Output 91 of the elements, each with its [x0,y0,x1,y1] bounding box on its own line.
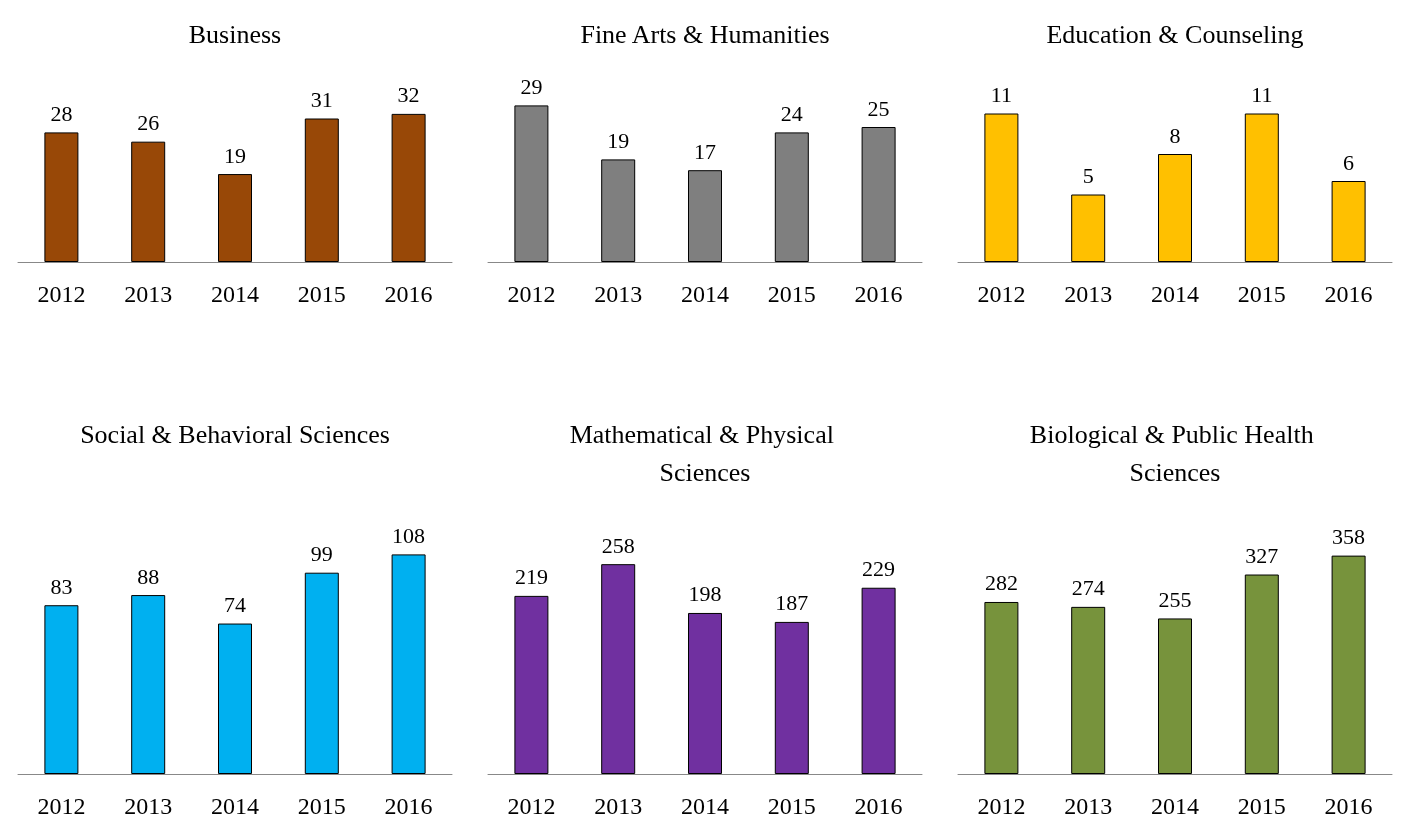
x-tick-label: 2015 [1237,281,1286,307]
x-tick-label: 2012 [977,793,1026,819]
x-tick-label: 2013 [594,281,643,307]
bar [688,612,722,774]
x-tick-label: 2016 [384,793,433,819]
data-label: 19 [224,142,246,168]
data-label: 358 [1332,524,1366,550]
bar [1244,113,1279,262]
data-label: 327 [1245,543,1279,569]
x-tick-label: 2013 [124,793,173,819]
x-tick-label: 2016 [1324,281,1373,307]
bar [44,605,79,774]
bar [218,174,252,262]
bar [1331,555,1366,774]
x-tick-label: 2012 [977,281,1026,307]
data-label: 99 [310,541,333,567]
bar [984,601,1019,774]
data-label: 11 [1251,82,1273,107]
data-label: 26 [137,110,160,136]
data-label: 108 [392,522,426,548]
chart-title: Mathematical & Physical Sciences [569,419,841,487]
data-label: 219 [514,564,548,590]
x-tick-label: 2013 [1064,281,1113,307]
x-tick-label: 2013 [594,793,643,819]
bar [1071,606,1106,774]
chart-title: Fine Arts & Humanities [580,19,830,49]
bar [44,132,79,262]
bar [1071,194,1106,262]
x-tick-label: 2014 [1151,281,1199,307]
bar [1331,181,1366,262]
bar [1244,574,1279,774]
x-tick-label: 2014 [681,793,729,819]
chart-title: Biological & Public Health Sciences [1029,419,1321,487]
data-label: 274 [1071,575,1105,601]
data-label: 25 [867,95,890,121]
x-tick-label: 2013 [124,281,173,307]
x-tick-label: 2016 [854,281,903,307]
bar [861,587,896,774]
x-tick-label: 2016 [1324,793,1373,819]
x-tick-label: 2015 [297,793,346,819]
data-label: 187 [775,590,809,616]
bar [131,141,166,262]
x-tick-label: 2013 [1064,793,1113,819]
data-label: 24 [780,100,803,126]
data-label: 29 [520,73,543,99]
bar [391,554,426,774]
x-tick-label: 2014 [211,793,259,819]
bar [391,113,426,262]
data-label: 31 [310,87,333,113]
data-label: 258 [601,532,635,558]
bar [984,113,1019,262]
chart-title: Social & Behavioral Sciences [80,419,390,449]
data-label: 229 [862,556,896,582]
data-label: 32 [397,82,420,108]
x-tick-label: 2015 [297,281,346,307]
data-label: 5 [1082,163,1094,188]
x-tick-label: 2015 [767,281,816,307]
bar [218,623,252,774]
data-label: 28 [50,100,73,126]
bar [514,595,549,774]
bar [601,564,636,774]
x-tick-label: 2012 [37,793,86,819]
data-label: 11 [990,82,1012,107]
data-label: 282 [984,570,1018,596]
x-tick-label: 2012 [507,793,556,819]
data-label: 74 [224,592,246,618]
x-tick-label: 2015 [1237,793,1286,819]
bar [131,595,166,774]
chart-title: Business [188,19,282,49]
x-tick-label: 2014 [681,281,729,307]
data-label: 255 [1158,586,1192,612]
x-tick-label: 2014 [211,281,259,307]
x-tick-label: 2012 [507,281,556,307]
chart-title: Education & Counseling [1046,19,1304,49]
bar [1158,618,1192,774]
data-label: 19 [607,127,630,153]
bar [774,621,809,774]
data-label: 17 [694,138,716,164]
x-tick-label: 2016 [854,793,903,819]
data-label: 8 [1169,122,1181,148]
x-tick-label: 2014 [1151,793,1199,819]
x-tick-label: 2012 [37,281,86,307]
bar [304,572,339,774]
data-label: 88 [137,563,160,589]
bar [1158,154,1192,262]
x-tick-label: 2015 [767,793,816,819]
bar [304,118,339,262]
data-label: 198 [688,581,722,607]
x-tick-label: 2016 [384,281,433,307]
data-label: 6 [1343,149,1355,175]
data-label: 83 [50,573,73,599]
